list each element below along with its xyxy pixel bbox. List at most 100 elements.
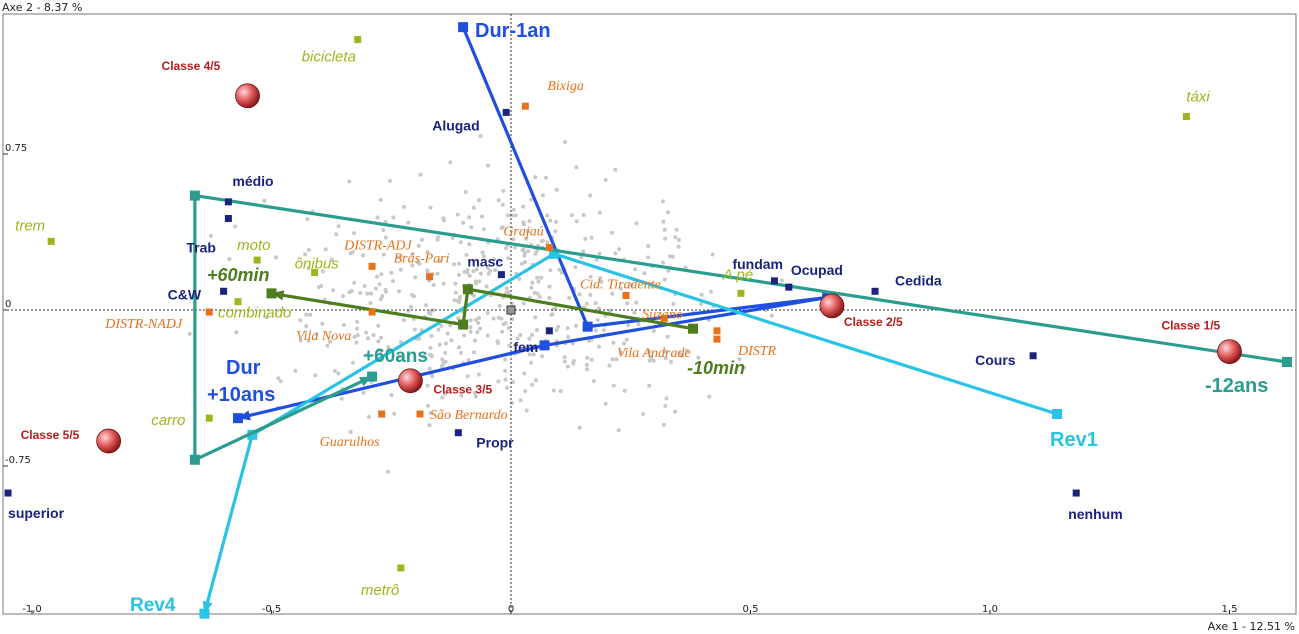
individual-point	[556, 324, 561, 329]
trajectory-node	[1052, 409, 1063, 419]
individual-point	[412, 327, 417, 332]
individual-point	[391, 215, 396, 220]
individual-point	[634, 300, 639, 305]
individual-point	[530, 382, 535, 387]
orange-modality-label: DISTR	[737, 344, 777, 359]
individual-point	[440, 395, 445, 400]
individual-point	[607, 363, 612, 368]
individual-point	[574, 323, 578, 328]
individual-point	[459, 393, 464, 398]
individual-point	[347, 179, 352, 184]
orange-modality-marker	[368, 308, 376, 316]
individual-point	[298, 318, 303, 323]
individual-point	[417, 336, 422, 341]
individual-point	[503, 357, 508, 362]
individual-point	[469, 225, 474, 230]
individual-point	[522, 371, 527, 376]
individual-point	[666, 268, 671, 273]
individual-point	[347, 290, 352, 295]
individual-point	[584, 301, 589, 306]
individual-point	[455, 212, 460, 217]
transport-modality-marker	[47, 237, 55, 245]
individual-point	[457, 345, 461, 350]
individual-point	[661, 219, 666, 224]
individual-point	[323, 247, 328, 252]
individual-point	[401, 318, 406, 323]
individual-point	[266, 393, 271, 398]
trajectory-label: Rev1	[1050, 429, 1098, 451]
individual-point	[511, 237, 516, 242]
individual-point	[565, 326, 570, 331]
individual-point	[588, 292, 593, 297]
individual-point	[649, 355, 654, 360]
trajectory-node	[688, 323, 699, 334]
individual-point	[534, 328, 539, 332]
individual-point	[562, 355, 567, 360]
individual-point	[523, 389, 528, 393]
individual-point	[497, 304, 502, 308]
class-center-sphere	[819, 293, 845, 319]
individual-point	[594, 257, 599, 262]
individual-point	[476, 320, 481, 325]
blue-modality-label: Trab	[186, 239, 216, 255]
blue-modality-marker	[785, 283, 793, 291]
individual-point	[565, 364, 570, 369]
individual-point	[769, 313, 774, 318]
orange-modality-marker	[205, 308, 213, 316]
trajectory-node	[582, 321, 593, 332]
individual-point	[379, 272, 384, 277]
individual-point	[441, 281, 446, 286]
individual-point	[375, 215, 380, 220]
individual-point	[471, 350, 476, 355]
individual-point	[610, 357, 615, 362]
individual-point	[378, 349, 383, 354]
modalities: Alugad médio Trab C&W masc fem fundam Ocupad Ced…	[4, 36, 1210, 599]
individual-point	[332, 368, 337, 373]
individual-point	[569, 213, 574, 217]
individual-point	[365, 352, 370, 357]
blue-modality-label: fem	[513, 339, 538, 355]
blue-modality-label: Alugad	[432, 117, 479, 133]
individual-point	[677, 350, 682, 355]
individual-point	[441, 216, 446, 221]
individual-point	[187, 331, 192, 336]
individual-point	[593, 301, 598, 306]
individual-point	[536, 279, 541, 284]
individual-point	[674, 227, 679, 232]
individual-point	[665, 210, 670, 215]
orange-modality-label: Grajaú	[503, 225, 543, 240]
individual-point	[500, 202, 505, 207]
individual-point	[669, 359, 674, 364]
individual-point	[505, 213, 510, 218]
individual-point	[467, 215, 472, 220]
individual-point	[355, 333, 360, 338]
individual-point	[234, 330, 239, 335]
trajectory-node	[189, 190, 200, 201]
blue-modality-label: fundam	[732, 256, 783, 272]
individual-point	[554, 328, 559, 333]
individual-point	[506, 326, 511, 330]
orange-modality-label: DISTR-ADJ	[343, 238, 412, 253]
individual-point	[699, 292, 704, 297]
individual-point	[613, 251, 618, 256]
individual-point	[485, 333, 490, 338]
trajectory-node	[458, 319, 469, 330]
individual-point	[527, 336, 532, 341]
individual-point	[530, 280, 535, 285]
individual-point	[381, 228, 386, 233]
individual-point	[358, 290, 363, 295]
individual-point	[511, 207, 516, 212]
individual-point	[662, 227, 667, 232]
individual-point	[633, 267, 638, 272]
trajectory-label: +10ans	[207, 384, 275, 406]
individual-point	[425, 250, 430, 255]
individual-point	[535, 275, 540, 280]
individual-point	[610, 230, 615, 235]
individual-point	[581, 213, 586, 217]
individual-point	[588, 274, 593, 279]
transport-modality-label: moto	[237, 237, 270, 254]
individual-point	[413, 275, 418, 280]
individual-point	[468, 318, 473, 323]
orange-modality-marker	[368, 262, 376, 270]
